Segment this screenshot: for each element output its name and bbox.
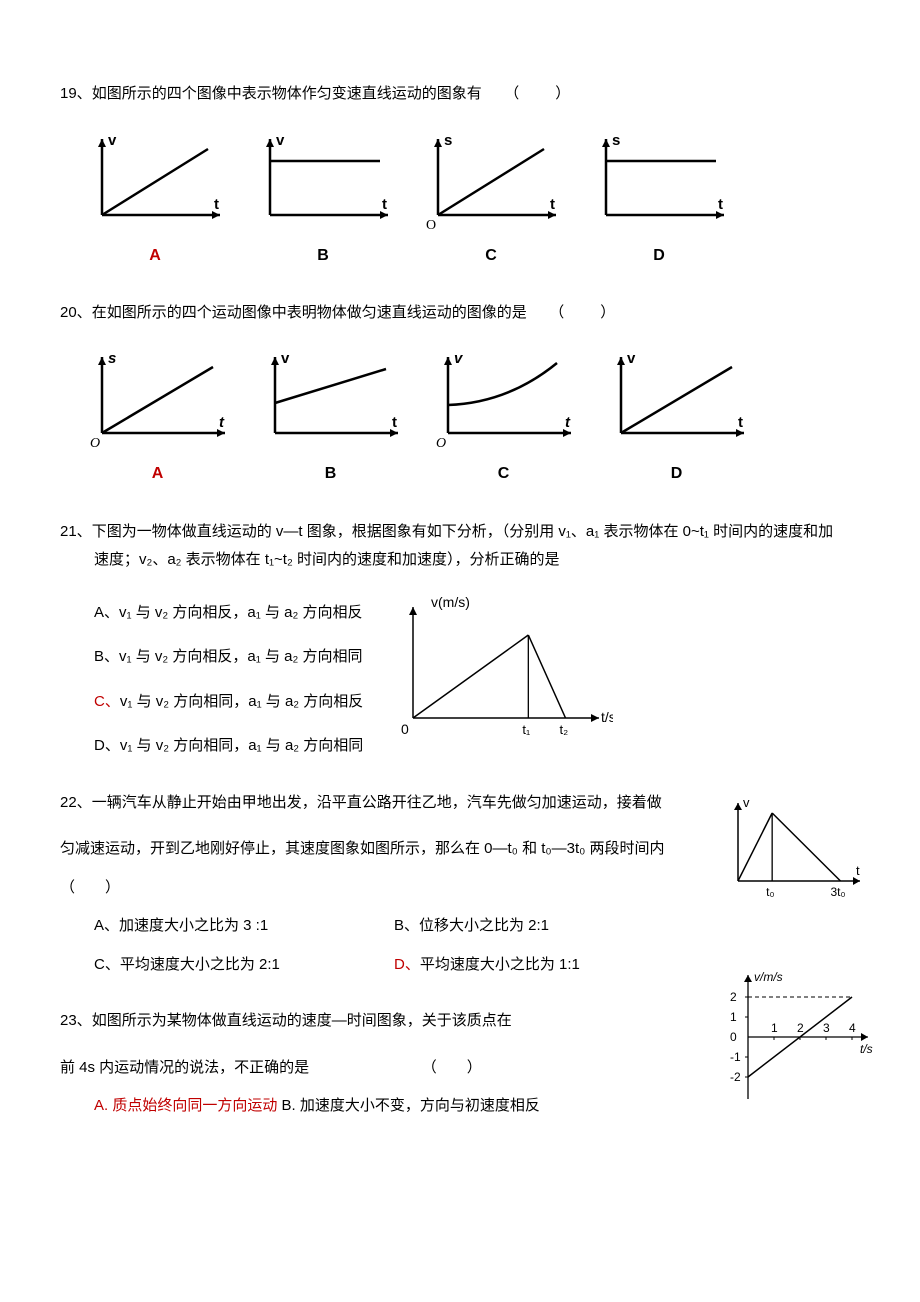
svg-text:t/s: t/s: [860, 1042, 873, 1056]
svg-text:t: t: [565, 414, 571, 431]
q23-number: 23、: [60, 1012, 92, 1029]
mini-chart: v t B: [253, 345, 408, 489]
svg-text:t: t: [550, 196, 555, 213]
q23-option-a: A. 质点始终向同一方向运动: [94, 1097, 282, 1114]
q21-graph: v(m/s) t/s 0 t₁ t₂: [383, 593, 613, 743]
svg-text:t: t: [219, 414, 225, 431]
q21-options: A、v₁ 与 v₂ 方向相反，a₁ 与 a₂ 方向相反 B、v₁ 与 v₂ 方向…: [94, 599, 363, 761]
q21-number: 21、: [60, 523, 92, 540]
svg-text:1: 1: [730, 1010, 737, 1024]
svg-text:3: 3: [823, 1021, 830, 1035]
svg-text:v: v: [276, 132, 285, 149]
q22-option-a: A、加速度大小之比为 3 :1: [94, 912, 334, 941]
mini-chart: s t O C: [416, 127, 566, 271]
svg-text:2: 2: [730, 990, 737, 1004]
q20-number: 20、: [60, 304, 92, 321]
svg-text:s: s: [612, 132, 620, 149]
svg-text:3t₀: 3t₀: [830, 885, 845, 899]
q23-option-b: B. 加速度大小不变，方向与初速度相反: [282, 1097, 540, 1114]
q22-option-b: B、位移大小之比为 2:1: [394, 912, 549, 941]
svg-text:O: O: [90, 436, 100, 451]
svg-text:v: v: [743, 795, 750, 810]
svg-text:t₁: t₁: [523, 722, 532, 737]
svg-text:v: v: [627, 350, 636, 367]
svg-text:-2: -2: [730, 1070, 741, 1084]
q21-option-b: B、v₁ 与 v₂ 方向相反，a₁ 与 a₂ 方向相同: [94, 643, 363, 672]
q22-option-c: C、平均速度大小之比为 2:1: [94, 951, 334, 980]
svg-text:v/m/s: v/m/s: [754, 970, 783, 984]
question-19: 19、如图所示的四个图像中表示物体作匀变速直线运动的图象有 （ ） v t A …: [60, 80, 860, 271]
svg-text:O: O: [436, 436, 446, 451]
svg-text:t/s: t/s: [601, 709, 613, 725]
question-20: 20、在如图所示的四个运动图像中表明物体做匀速直线运动的图像的是 （ ） s t…: [60, 299, 860, 490]
mini-chart: v t O C: [426, 345, 581, 489]
chart-label: D: [653, 241, 665, 271]
question-21: 21、下图为一物体做直线运动的 v—t 图象，根据图象有如下分析，（分别用 v₁…: [60, 518, 860, 761]
svg-text:t₀: t₀: [766, 885, 774, 899]
svg-text:2: 2: [797, 1021, 804, 1035]
svg-text:t₂: t₂: [560, 722, 569, 737]
svg-text:t: t: [392, 414, 397, 431]
q19-number: 19、: [60, 85, 92, 102]
svg-text:s: s: [444, 132, 452, 149]
chart-label: C: [498, 459, 510, 489]
svg-text:s: s: [108, 350, 116, 367]
q20-text: 20、在如图所示的四个运动图像中表明物体做匀速直线运动的图像的是 （ ）: [60, 299, 860, 328]
chart-label: A: [149, 241, 161, 271]
q19-text: 19、如图所示的四个图像中表示物体作匀变速直线运动的图象有 （ ）: [60, 80, 860, 109]
svg-text:0: 0: [401, 721, 409, 737]
mini-chart: v t A: [80, 127, 230, 271]
q21-option-a: A、v₁ 与 v₂ 方向相反，a₁ 与 a₂ 方向相反: [94, 599, 363, 628]
chart-label: C: [485, 241, 497, 271]
mini-chart: v t B: [248, 127, 398, 271]
q20-chart-row: s t O A v t B v t O C: [80, 345, 860, 489]
chart-label: D: [671, 459, 683, 489]
svg-text:v: v: [281, 350, 290, 367]
svg-text:t: t: [214, 196, 219, 213]
question-22: v t t₀ 3t₀ 22、一辆汽车从静止开始由甲地出发，沿平直公路开往乙地，汽…: [60, 789, 860, 980]
chart-label: B: [325, 459, 337, 489]
svg-text:0: 0: [730, 1030, 737, 1044]
q22-number: 22、: [60, 794, 92, 811]
q21-option-c: C、v₁ 与 v₂ 方向相同，a₁ 与 a₂ 方向相反: [94, 688, 363, 717]
q22-options-row1: A、加速度大小之比为 3 :1 B、位移大小之比为 2:1: [94, 912, 860, 941]
question-23: v/m/s t/s 210-1-2 1234 23、如图所示为某物体做直线运动的…: [60, 1007, 860, 1121]
svg-text:v: v: [108, 132, 117, 149]
svg-text:v(m/s): v(m/s): [431, 594, 470, 610]
q21-text: 21、下图为一物体做直线运动的 v—t 图象，根据图象有如下分析，（分别用 v₁…: [60, 518, 860, 575]
svg-text:t: t: [856, 863, 860, 878]
svg-text:1: 1: [771, 1021, 778, 1035]
svg-text:4: 4: [849, 1021, 856, 1035]
q23-graph: v/m/s t/s 2 1 0 -1 -2 1 2 3 4: [710, 967, 880, 1107]
mini-chart: s t O A: [80, 345, 235, 489]
svg-text:v: v: [454, 350, 464, 367]
mini-chart: v t D: [599, 345, 754, 489]
svg-text:O: O: [426, 218, 436, 233]
chart-label: A: [152, 459, 164, 489]
svg-text:-1: -1: [730, 1050, 741, 1064]
q19-chart-row: v t A v t B s t O C: [80, 127, 860, 271]
svg-text:t: t: [718, 196, 723, 213]
mini-chart: s t D: [584, 127, 734, 271]
q22-option-d: D、平均速度大小之比为 1:1: [394, 951, 580, 980]
q22-graph: v t t₀ 3t₀: [720, 793, 870, 903]
svg-text:t: t: [738, 414, 743, 431]
q21-option-d: D、v₁ 与 v₂ 方向相同，a₁ 与 a₂ 方向相同: [94, 732, 363, 761]
svg-text:t: t: [382, 196, 387, 213]
chart-label: B: [317, 241, 329, 271]
